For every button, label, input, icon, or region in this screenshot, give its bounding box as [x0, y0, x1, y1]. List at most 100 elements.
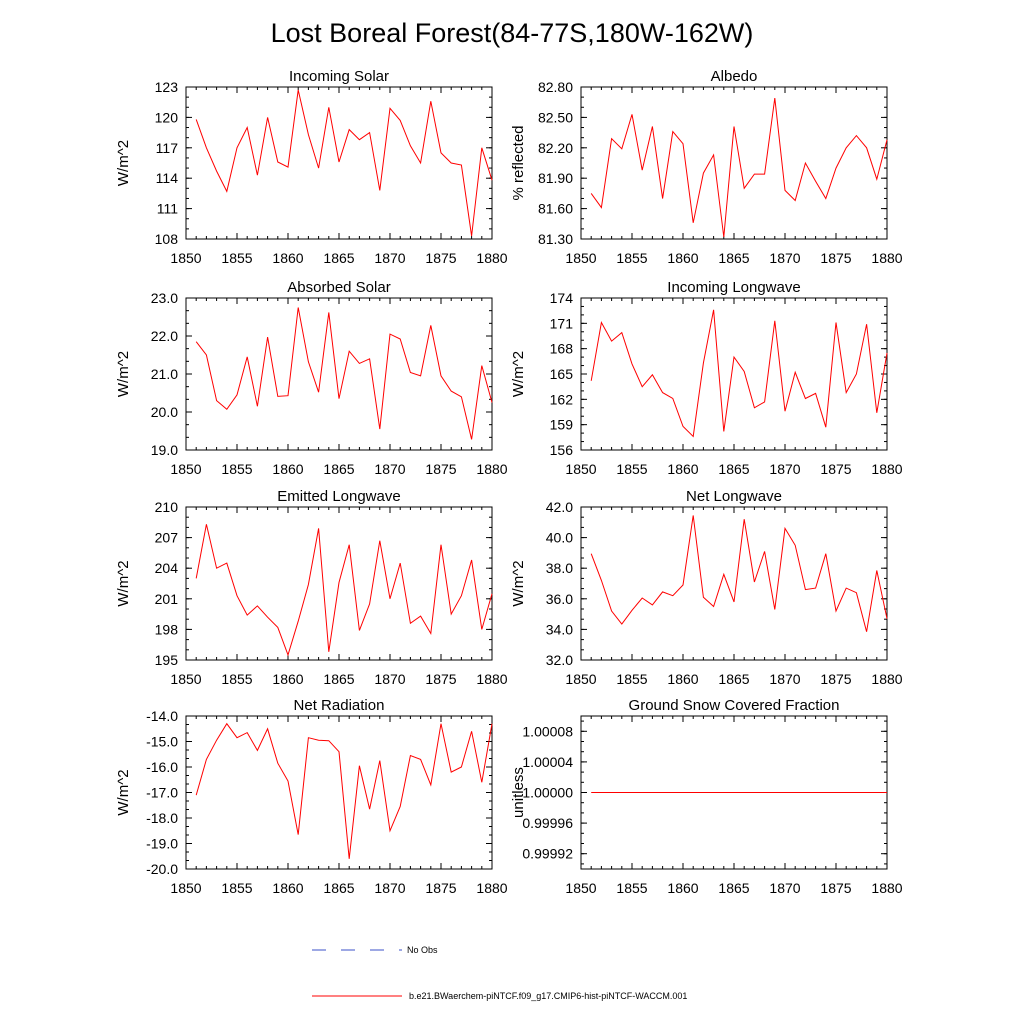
x-tick-label: 1880: [476, 461, 507, 477]
y-axis-label: W/m^2: [510, 560, 527, 606]
x-tick-label: 1880: [871, 250, 902, 266]
y-tick-label: 0.99996: [522, 815, 573, 831]
x-tick-label: 1855: [616, 250, 647, 266]
panel-7: Ground Snow Covered Fraction 1850 1855 1860…: [510, 697, 903, 896]
x-tick-label: 1860: [272, 461, 303, 477]
x-tick-label: 1865: [718, 880, 749, 896]
y-tick-label: 23.0: [151, 290, 178, 306]
y-tick-label: 195: [155, 652, 179, 668]
y-axis-label: W/m^2: [115, 140, 132, 186]
y-tick-label: 123: [155, 79, 179, 95]
panel-2: Absorbed Solar 1850 1855 1860 1865 1870 1875 18…: [115, 279, 508, 477]
y-tick-label: 120: [155, 109, 179, 125]
x-tick-label: 1855: [616, 880, 647, 896]
y-tick-label: 156: [550, 442, 574, 458]
panels-group: Incoming Solar 1850 1855 1860 1865 1870 1875 18…: [115, 68, 903, 896]
x-tick-label: 1870: [374, 461, 405, 477]
y-tick-label: 40.0: [546, 530, 573, 546]
panel-title: Net Longwave: [686, 488, 782, 505]
x-tick-label: 1870: [374, 250, 405, 266]
x-tick-label: 1860: [667, 671, 698, 687]
y-tick-label: 210: [155, 499, 179, 515]
y-tick-label: 21.0: [151, 366, 178, 382]
y-tick-label: 81.60: [538, 201, 573, 217]
y-tick-label: 1.00000: [522, 785, 573, 801]
x-tick-label: 1870: [769, 461, 800, 477]
x-tick-label: 1880: [476, 880, 507, 896]
x-tick-label: 1875: [425, 880, 456, 896]
y-tick-label: 174: [550, 290, 574, 306]
series-line-0: [590, 98, 888, 238]
y-tick-label: 165: [550, 366, 574, 382]
x-tick-label: 1875: [820, 250, 851, 266]
x-tick-label: 1875: [425, 671, 456, 687]
series-line-0: [590, 309, 888, 438]
x-tick-label: 1875: [425, 461, 456, 477]
y-tick-label: 1.00008: [522, 723, 573, 739]
x-tick-label: 1850: [170, 671, 201, 687]
panel-title: Albedo: [711, 68, 758, 85]
y-tick-label: 32.0: [546, 652, 573, 668]
x-tick-label: 1865: [323, 880, 354, 896]
x-tick-label: 1870: [374, 671, 405, 687]
x-tick-label: 1880: [476, 250, 507, 266]
y-tick-label: -15.0: [146, 734, 178, 750]
y-tick-label: 159: [550, 417, 574, 433]
y-tick-label: 162: [550, 391, 574, 407]
plot-frame: [185, 86, 493, 240]
x-tick-label: 1880: [871, 671, 902, 687]
y-tick-label: 1.00004: [522, 754, 573, 770]
y-tick-label: 81.90: [538, 170, 573, 186]
y-axis-label: W/m^2: [115, 351, 132, 397]
y-tick-label: 117: [156, 140, 179, 156]
x-tick-label: 1850: [565, 671, 596, 687]
y-tick-label: 20.0: [151, 404, 178, 420]
panel-0: Incoming Solar 1850 1855 1860 1865 1870 1875 18…: [115, 68, 508, 266]
x-tick-label: 1850: [170, 880, 201, 896]
y-tick-label: 34.0: [546, 621, 573, 637]
x-tick-label: 1860: [667, 461, 698, 477]
x-tick-label: 1870: [769, 880, 800, 896]
plot-frame: [580, 506, 888, 661]
legend-label-model: b.e21.BWaerchem-piNTCF.f09_g17.CMIP6-his…: [409, 991, 687, 1001]
x-tick-label: 1860: [667, 880, 698, 896]
x-tick-label: 1860: [667, 250, 698, 266]
figure-title: Lost Boreal Forest(84-77S,180W-162W): [271, 18, 754, 48]
y-axis-label: W/m^2: [115, 769, 132, 815]
y-axis-label: unitless: [510, 767, 527, 818]
legend: No Obs b.e21.BWaerchem-piNTCF.f09_g17.CM…: [312, 945, 687, 1001]
x-tick-label: 1865: [718, 671, 749, 687]
panel-title: Ground Snow Covered Fraction: [629, 697, 840, 714]
y-tick-label: 42.0: [546, 499, 573, 515]
x-tick-label: 1875: [820, 880, 851, 896]
panel-6: Net Radiation 1850 1855 1860 1865 1870 1875 188…: [115, 697, 508, 896]
series-line-0: [195, 524, 493, 657]
x-tick-label: 1865: [718, 250, 749, 266]
x-tick-label: 1855: [616, 461, 647, 477]
x-tick-label: 1850: [565, 461, 596, 477]
y-tick-label: -14.0: [146, 708, 178, 724]
plot-frame: [580, 86, 888, 240]
x-tick-label: 1875: [425, 250, 456, 266]
x-tick-label: 1855: [221, 671, 252, 687]
y-axis-label: % reflected: [510, 125, 527, 200]
y-tick-label: 114: [156, 170, 179, 186]
series-line-0: [195, 722, 493, 859]
panel-3: Incoming Longwave 1850 1855 1860 1865 1870 187…: [510, 279, 903, 477]
panel-title: Emitted Longwave: [277, 488, 400, 505]
y-tick-label: 171: [550, 315, 574, 331]
y-tick-label: 198: [155, 621, 179, 637]
y-axis-label: W/m^2: [115, 560, 132, 606]
y-tick-label: -18.0: [146, 810, 178, 826]
plot-frame: [185, 715, 493, 870]
x-tick-label: 1870: [769, 671, 800, 687]
x-tick-label: 1880: [871, 461, 902, 477]
y-tick-label: 19.0: [151, 442, 178, 458]
series-line-0: [590, 515, 888, 632]
series-line-0: [195, 307, 493, 440]
y-tick-label: -17.0: [146, 785, 178, 801]
y-tick-label: 81.30: [538, 231, 573, 247]
y-tick-label: 204: [155, 560, 179, 576]
y-tick-label: 111: [157, 201, 178, 217]
